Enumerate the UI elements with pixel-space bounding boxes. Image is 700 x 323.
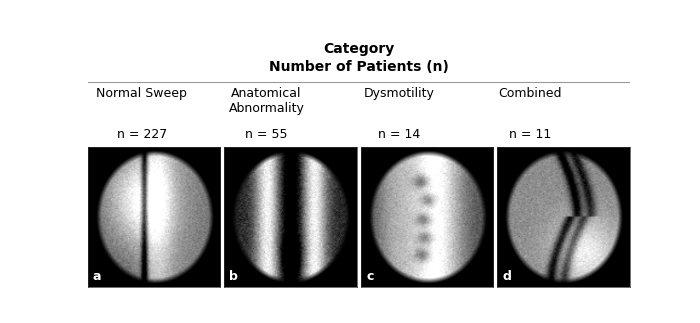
Text: b: b: [230, 270, 238, 283]
Text: d: d: [503, 270, 512, 283]
Text: Dysmotility: Dysmotility: [364, 87, 435, 100]
Text: n = 11: n = 11: [508, 128, 551, 141]
Text: a: a: [93, 270, 102, 283]
Text: Category: Category: [323, 42, 394, 56]
Text: n = 55: n = 55: [245, 128, 288, 141]
Text: n = 227: n = 227: [117, 128, 167, 141]
Text: n = 14: n = 14: [378, 128, 421, 141]
Text: Normal Sweep: Normal Sweep: [97, 87, 187, 100]
Text: Anatomical
Abnormality: Anatomical Abnormality: [229, 87, 304, 115]
Text: c: c: [366, 270, 373, 283]
Text: Number of Patients (n): Number of Patients (n): [269, 60, 449, 74]
Text: Combined: Combined: [498, 87, 561, 100]
